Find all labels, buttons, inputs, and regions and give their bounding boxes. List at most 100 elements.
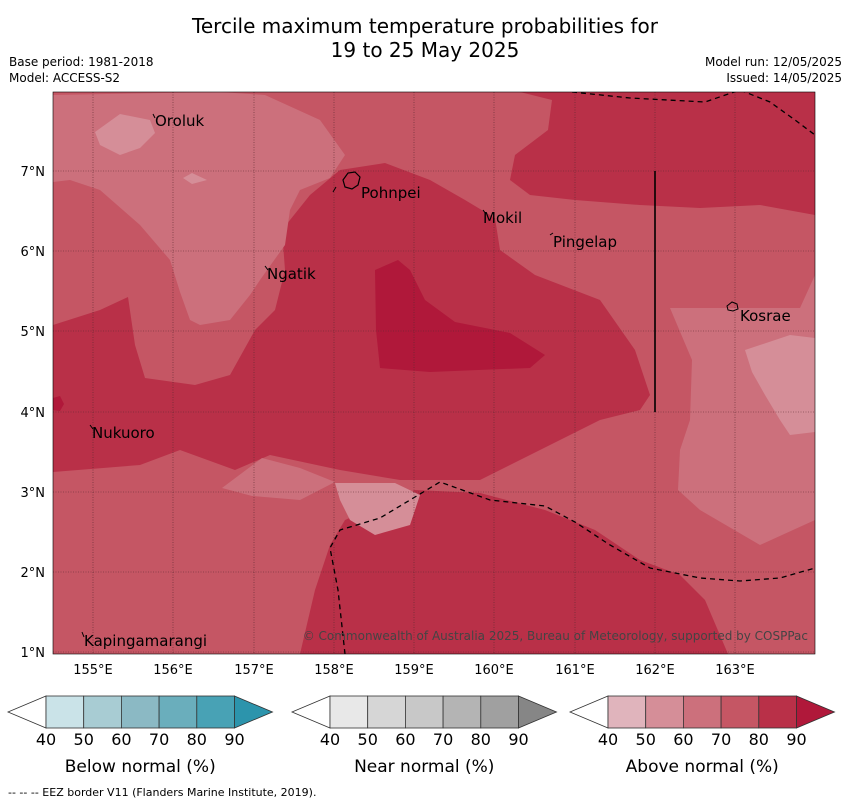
lon-label: 161°E <box>555 663 595 678</box>
colorbar-tick: 90 <box>224 730 244 749</box>
colorbar-segment <box>121 695 160 729</box>
place-label-kapingamarangi: Kapingamarangi <box>84 632 207 650</box>
colorbar-tick: 40 <box>598 730 618 749</box>
kapinga-mark <box>81 631 85 638</box>
colorbar-tick: 60 <box>395 730 415 749</box>
colorbar-segment <box>83 695 122 729</box>
colorbar-segment <box>607 695 647 729</box>
colorbar-legends: 40 50 60 70 80 90 Below normal (%) 40 50 60 70 80 90… <box>6 695 836 777</box>
colorbar-segment <box>404 695 444 729</box>
place-label-pohnpei: Pohnpei <box>361 184 421 202</box>
place-label-kosrae: Kosrae <box>740 307 791 325</box>
nukuoro-mark <box>89 424 94 430</box>
band-60-south <box>335 483 420 535</box>
colorbar-tick: 80 <box>471 730 491 749</box>
ngatik-mark <box>264 265 269 271</box>
lon-label: 160°E <box>474 663 514 678</box>
place-label-mokil: Mokil <box>483 209 522 227</box>
colorbar-tick: 50 <box>636 730 656 749</box>
colorbar-segment <box>645 695 684 729</box>
colorbar-segment <box>329 695 369 729</box>
colorbar-tick: 60 <box>673 730 693 749</box>
colorbar-segment <box>720 695 760 729</box>
colorbar-min-triangle <box>6 695 47 729</box>
place-label-oroluk: Oroluk <box>155 112 204 130</box>
title-line-1: Tercile maximum temperature probabilitie… <box>192 14 658 38</box>
longitude-labels: 155°E 156°E 157°E 158°E 159°E 160°E 161°E 162°E… <box>73 663 755 678</box>
band-60-east <box>745 335 815 435</box>
lon-label: 157°E <box>234 663 274 678</box>
colorbar-segment <box>480 695 519 729</box>
colorbar-max-triangle <box>518 695 558 729</box>
lat-label: 4°N <box>21 406 46 421</box>
pohnpei-island <box>342 171 361 190</box>
lon-label: 162°E <box>635 663 675 678</box>
colorbar-segment <box>367 695 406 729</box>
colorbar-label: Above normal (%) <box>626 757 779 777</box>
graticule <box>53 92 815 654</box>
colorbar-segment <box>45 695 85 729</box>
issued-date: Issued: 14/05/2025 <box>726 71 842 85</box>
band-80-northeast <box>510 92 815 215</box>
latitude-labels: 7°N 6°N 5°N 4°N 3°N 2°N 1°N <box>21 165 46 661</box>
colorbar-tick: 60 <box>111 730 131 749</box>
colorbar-tick: 80 <box>749 730 769 749</box>
colorbar-min-triangle <box>568 695 609 729</box>
colorbar-tick: 70 <box>149 730 169 749</box>
eez-border-north <box>571 92 815 136</box>
band-80-west <box>53 163 650 480</box>
colorbar-tick: 80 <box>187 730 207 749</box>
colorbar-1: 40 50 60 70 80 90 Near normal (%) <box>290 695 558 777</box>
lon-label: 163°E <box>715 663 755 678</box>
colorbar-max-triangle <box>796 695 836 729</box>
lat-label: 5°N <box>21 325 46 340</box>
band-60-northwest <box>95 114 155 155</box>
lat-label: 3°N <box>21 486 46 501</box>
colorbar-tick: 40 <box>36 730 56 749</box>
colorbar-tick: 50 <box>358 730 378 749</box>
map-frame <box>52 91 816 655</box>
colorbar-segment <box>683 695 722 729</box>
place-label-pingelap: Pingelap <box>553 233 617 251</box>
colorbar-segment <box>196 695 235 729</box>
lon-label: 159°E <box>394 663 434 678</box>
colorbar-segment <box>158 695 198 729</box>
colorbar-tick: 70 <box>433 730 453 749</box>
colorbar-tick: 50 <box>74 730 94 749</box>
lon-label: 158°E <box>314 663 354 678</box>
kosrae-island <box>726 301 739 312</box>
lon-label: 155°E <box>73 663 113 678</box>
colorbar-tick: 40 <box>320 730 340 749</box>
place-label-nukuoro: Nukuoro <box>92 424 155 442</box>
copyright-text: © Commonwealth of Australia 2025, Bureau… <box>303 629 808 643</box>
pohnpei-islet <box>332 186 337 193</box>
colorbar-label: Near normal (%) <box>354 757 494 777</box>
colorbar-tick: 90 <box>786 730 806 749</box>
band-90-spot <box>53 396 64 411</box>
pingelap-mark <box>549 232 554 236</box>
base-period: Base period: 1981-2018 <box>9 55 154 69</box>
probability-map: Oroluk Pohnpei Mokil Pingelap Ngatik Kos… <box>53 92 815 654</box>
colorbar-min-triangle <box>290 695 331 729</box>
band-70-south <box>222 458 335 500</box>
place-label-ngatik: Ngatik <box>267 265 316 283</box>
colorbar-label: Below normal (%) <box>65 757 216 777</box>
model-name: Model: ACCESS-S2 <box>9 71 121 85</box>
band-90-core <box>375 260 545 372</box>
model-run: Model run: 12/05/2025 <box>704 55 842 69</box>
colorbar-tick: 70 <box>711 730 731 749</box>
colorbar-segment <box>758 695 797 729</box>
lat-label: 1°N <box>21 646 46 661</box>
colorbar-tick: 90 <box>508 730 528 749</box>
lat-label: 6°N <box>21 245 46 260</box>
mokil-mark <box>482 209 487 215</box>
colorbar-2: 40 50 60 70 80 90 Above normal (%) <box>568 695 836 777</box>
oroluk-mark <box>152 113 156 119</box>
title-line-2: 19 to 25 May 2025 <box>330 38 520 62</box>
lat-label: 7°N <box>21 165 46 180</box>
colorbar-segment <box>442 695 482 729</box>
eez-footer-note: -- -- -- EEZ border V11 (Flanders Marine… <box>8 786 317 799</box>
band-60-small <box>183 173 207 184</box>
colorbar-max-triangle <box>234 695 274 729</box>
